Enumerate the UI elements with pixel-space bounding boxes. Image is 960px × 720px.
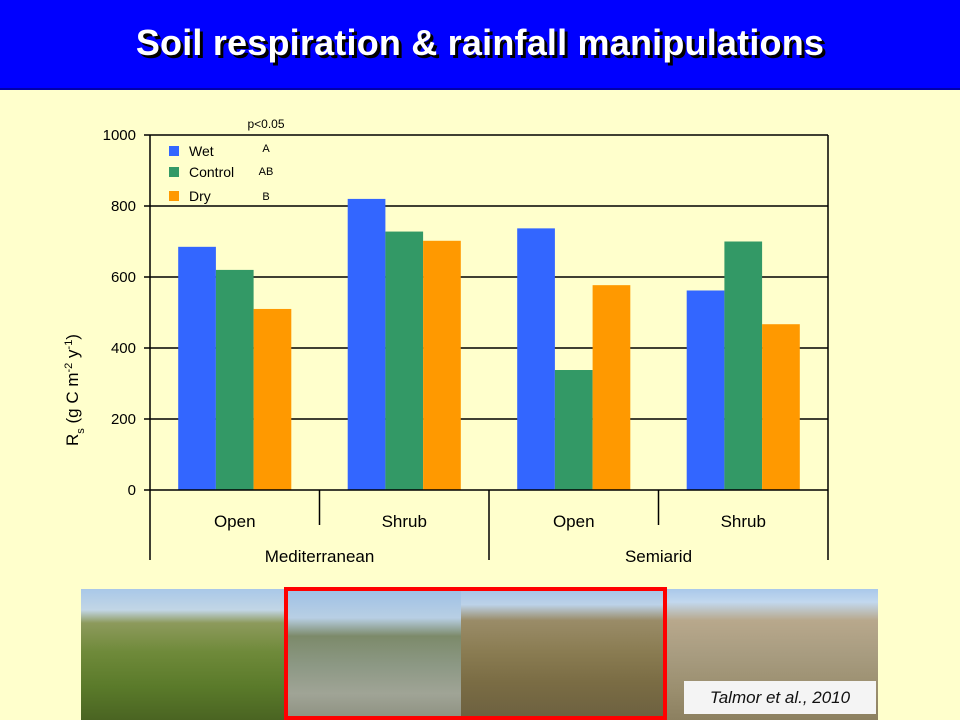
bar-wet <box>686 290 725 490</box>
photo-highlight-frame <box>284 587 667 720</box>
category-label: Open <box>553 512 595 531</box>
axes <box>144 134 829 560</box>
legend-swatch-control <box>169 167 179 177</box>
legend-swatch-wet <box>169 146 179 156</box>
significance-letter: B <box>262 191 269 203</box>
semiarid-slope-photo <box>461 589 666 720</box>
mediterranean-shrubland-photo <box>81 589 286 720</box>
bar-dry <box>423 240 461 490</box>
category-labels: Open Shrub Open Shrub Mediterranean Semiarid <box>214 512 766 566</box>
bar-dry <box>253 308 292 490</box>
significance-letter: A <box>262 143 270 155</box>
category-label: Shrub <box>721 512 766 531</box>
bar-control <box>215 269 254 490</box>
citation: Talmor et al., 2010 <box>709 688 851 707</box>
y-tick-label: 400 <box>111 340 136 357</box>
bar-wet <box>347 198 386 490</box>
y-tick-label: 0 <box>128 482 136 499</box>
bars <box>178 198 800 491</box>
bar-dry <box>762 324 800 490</box>
y-tick-label: 200 <box>111 411 136 428</box>
page-title: Soil respiration & rainfall manipulation… <box>135 22 825 63</box>
bar-control <box>724 241 763 490</box>
bar-dry <box>592 285 631 490</box>
rocky-hillside-photo <box>286 589 461 720</box>
y-axis-label: Rs (g C m-2 y-1) <box>63 334 87 446</box>
title-bar: Soil respiration & rainfall manipulation… <box>0 0 960 90</box>
legend-label-wet: Wet <box>189 143 214 159</box>
category-label: Shrub <box>382 512 427 531</box>
bar-control <box>554 370 593 490</box>
y-tick-label: 1000 <box>103 127 136 144</box>
bar-wet <box>517 228 555 491</box>
group-label: Mediterranean <box>265 547 375 566</box>
legend-swatch-dry <box>169 191 179 201</box>
y-tick-labels: 0 200 400 600 800 1000 <box>103 127 136 499</box>
y-tick-label: 600 <box>111 269 136 286</box>
bar-control <box>385 231 424 490</box>
group-label: Semiarid <box>625 547 692 566</box>
legend-label-dry: Dry <box>189 188 211 204</box>
bar-chart: 0 200 400 600 800 1000 Open Shrub Open Shrub Medi… <box>63 117 829 566</box>
legend-label-control: Control <box>189 164 234 180</box>
significance-letter: AB <box>259 166 274 178</box>
citation-box: Talmor et al., 2010 <box>684 681 876 714</box>
legend: Wet Control Dry A AB B <box>169 143 273 204</box>
significance-header: p<0.05 <box>247 117 284 131</box>
category-label: Open <box>214 512 256 531</box>
bar-wet <box>178 246 216 490</box>
y-tick-label: 800 <box>111 198 136 215</box>
